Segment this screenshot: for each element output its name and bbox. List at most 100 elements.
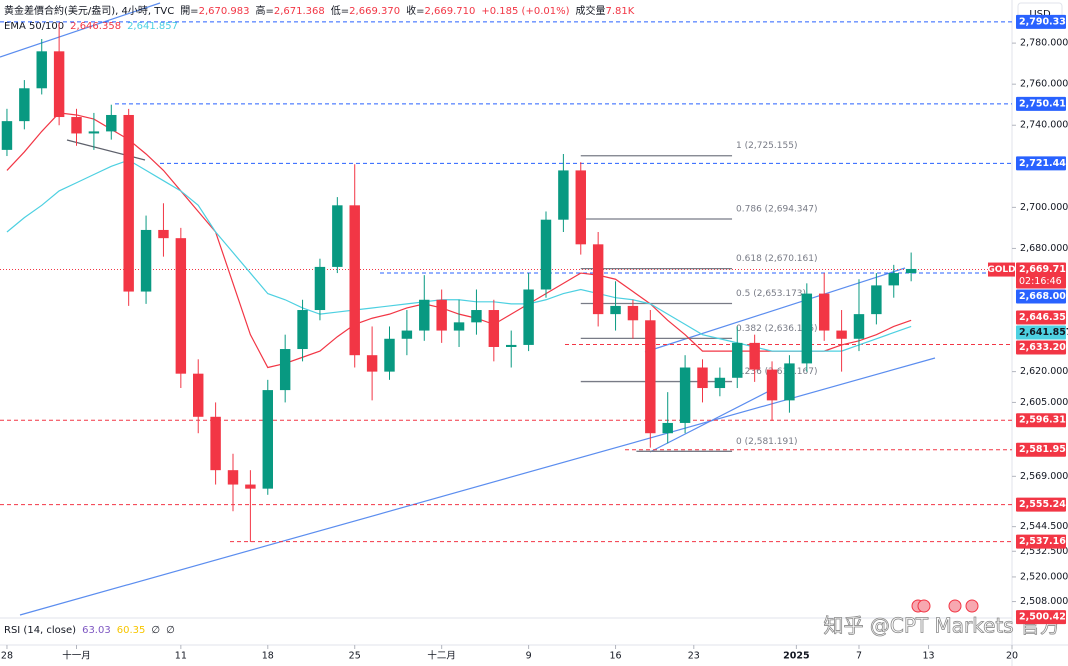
trend-line (19, 357, 936, 616)
y-tick-label: 2,520.000 (1020, 571, 1068, 582)
candle-body (158, 229, 169, 239)
candle-body (523, 289, 534, 345)
price-label: 2,555.249 (1019, 499, 1068, 510)
x-tick-label: 11 (175, 651, 187, 662)
candle-body (366, 355, 378, 372)
price-label: 2,633.204 (1019, 342, 1068, 353)
candle-body (175, 238, 187, 374)
y-tick-label: 2,605.000 (1020, 397, 1068, 408)
volume: 7.81K (606, 6, 635, 17)
candle-body (106, 114, 117, 132)
x-tick-label: 13 (922, 651, 934, 662)
price-label-box (1016, 325, 1066, 340)
candle-body (53, 51, 65, 118)
rsi-value: 63.03 (82, 625, 111, 636)
candle-body (297, 310, 308, 350)
candle-body (905, 268, 917, 274)
x-tick-label: 7 (856, 651, 862, 662)
candle-body (558, 170, 569, 220)
candle-body (19, 88, 30, 122)
y-tick-label: 2,680.000 (1020, 243, 1068, 254)
y-tick-label: 2,620.000 (1020, 366, 1068, 377)
trend-line (0, 2, 161, 58)
price-label-box (1016, 14, 1066, 29)
rsi-legend: RSI (14, close) 63.03 60.35 ∅ ∅ (4, 625, 175, 636)
fib-label: 0.786 (2,694.347) (736, 204, 817, 214)
candle-body (123, 114, 134, 292)
x-tick-label: 23 (688, 651, 700, 662)
candle-body (488, 310, 500, 347)
y-tick-label: 2,569.000 (1020, 471, 1068, 482)
candle-body (505, 344, 517, 347)
price-label-box (1016, 497, 1066, 512)
price-label: 2,646.358 (1019, 312, 1068, 323)
price-label: 2,581.956 (1019, 444, 1068, 455)
price-label-box (1016, 262, 1066, 289)
ema-value: 2,646.358 (70, 21, 121, 32)
price-label-box (1016, 289, 1066, 304)
candle-body (279, 349, 291, 391)
symbol-tag-box (988, 262, 1015, 277)
candle-body (714, 377, 726, 389)
price-label: 2,500.427 (1019, 612, 1068, 623)
x-tick-label: 20 (1006, 651, 1018, 662)
candle-body (627, 305, 639, 321)
candle-body (88, 131, 100, 134)
candle-body (784, 363, 795, 401)
y-tick-label: 2,532.500 (1020, 546, 1068, 557)
candle-body (662, 422, 673, 434)
y-tick-label: 2,544.500 (1020, 521, 1068, 532)
fib-label: 0 (2,581.191) (736, 437, 797, 447)
quote-value: 2,669.710 (424, 6, 475, 17)
symbol: 黄金差價合約(美元/盎司), 4小時, TVC (4, 4, 174, 17)
price-label: 2,669.710 (1019, 264, 1068, 275)
candle-body (610, 305, 621, 315)
candle-body (697, 367, 708, 389)
price-label-box (1016, 310, 1066, 325)
x-tick-label: 9 (526, 651, 532, 662)
candle-body (818, 293, 830, 331)
change: +0.185 (+0.01%) (481, 6, 569, 17)
candle-body (871, 285, 882, 315)
candle-body (140, 229, 152, 292)
price-label-box (1016, 610, 1066, 625)
ema-value: 2,641.857 (127, 21, 178, 32)
y-tick-label: 2,780.000 (1020, 38, 1068, 49)
price-label: 2,641.857 (1019, 327, 1068, 338)
price-label: 2,790.333 (1019, 16, 1068, 27)
x-tick-label: 25 (349, 651, 361, 662)
quote-label: 低= (331, 4, 349, 17)
price-label-box (1016, 340, 1066, 355)
event-icon (965, 599, 979, 613)
fib-label: 0.5 (2,653.173) (736, 289, 806, 299)
candle-body (1, 121, 13, 150)
candle-body (749, 342, 760, 370)
candle-body (801, 293, 813, 364)
volume-label: 成交量 (576, 4, 606, 17)
countdown: 02:16:46 (1019, 276, 1062, 287)
candle-body (349, 205, 360, 356)
price-label-box (1016, 96, 1066, 111)
price-label-box (1016, 442, 1066, 457)
quote-value: 2,669.370 (349, 6, 400, 17)
price-label: 2,668.007 (1019, 291, 1068, 302)
currency[interactable]: USD (1029, 9, 1051, 20)
price-label: 2,750.414 (1019, 98, 1068, 109)
fib-label: 0.618 (2,670.161) (736, 254, 817, 264)
x-tick-label: 28 (1, 651, 13, 662)
candle-body (732, 342, 743, 378)
x-tick-label: 十二月 (427, 650, 456, 662)
event-icon (948, 599, 962, 613)
y-tick-label: 2,700.000 (1020, 202, 1068, 213)
candle-body (245, 484, 256, 489)
quote-label: 高= (255, 4, 273, 17)
quote-label: 開= (180, 5, 198, 17)
candle-body (401, 330, 413, 339)
rsi-value: ∅ (166, 625, 175, 636)
price-label: 2,537.169 (1019, 536, 1068, 547)
candle-body (36, 51, 47, 89)
candle-body (540, 219, 552, 290)
candle-body (575, 170, 586, 245)
